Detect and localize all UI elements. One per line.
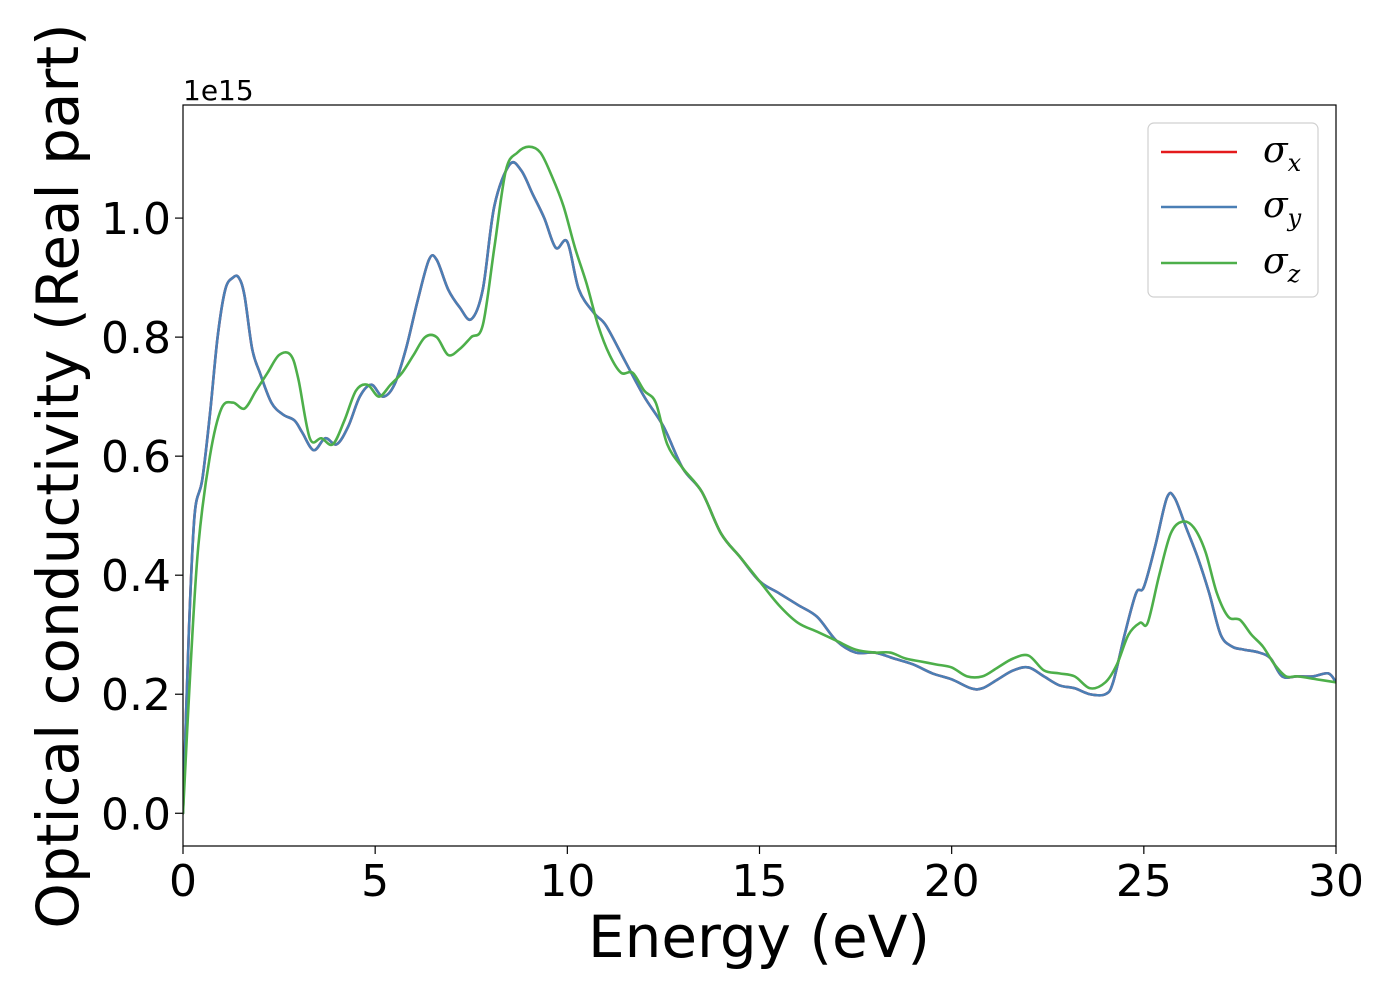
x-tick-label: 5	[361, 856, 389, 907]
x-tick-label: 20	[924, 856, 980, 907]
legend: σx σy σz	[1147, 122, 1319, 298]
x-tick-label: 25	[1116, 856, 1172, 907]
legend-label-y: σy	[1263, 185, 1302, 232]
x-axis-title: Energy (eV)	[588, 903, 930, 971]
y-tick-label: 0.8	[101, 313, 171, 364]
x-tick-label: 15	[732, 856, 788, 907]
y-offset-label: 1e15	[183, 74, 254, 107]
x-axis-ticks: 0 5 10 15 20 25 30	[169, 846, 1364, 907]
legend-label-x: σx	[1263, 130, 1302, 177]
x-tick-label: 30	[1308, 856, 1364, 907]
x-tick-label: 10	[539, 856, 595, 907]
legend-items: σx σy σz	[1161, 130, 1302, 288]
legend-box	[1147, 122, 1319, 298]
y-tick-label: 1.0	[101, 194, 171, 245]
y-tick-label: 0.2	[101, 670, 171, 721]
y-tick-label: 0.0	[101, 789, 171, 840]
series-line-z	[183, 145, 1336, 815]
y-tick-label: 0.4	[101, 551, 171, 602]
y-axis-title: Optical conductivity (Real part)	[24, 23, 92, 928]
series-layer	[183, 145, 1336, 815]
legend-label-z: σz	[1263, 241, 1301, 288]
y-tick-label: 0.6	[101, 432, 171, 483]
y-axis-ticks: 0.0 0.2 0.4 0.6 0.8 1.0	[101, 194, 183, 840]
x-tick-label: 0	[169, 856, 197, 907]
